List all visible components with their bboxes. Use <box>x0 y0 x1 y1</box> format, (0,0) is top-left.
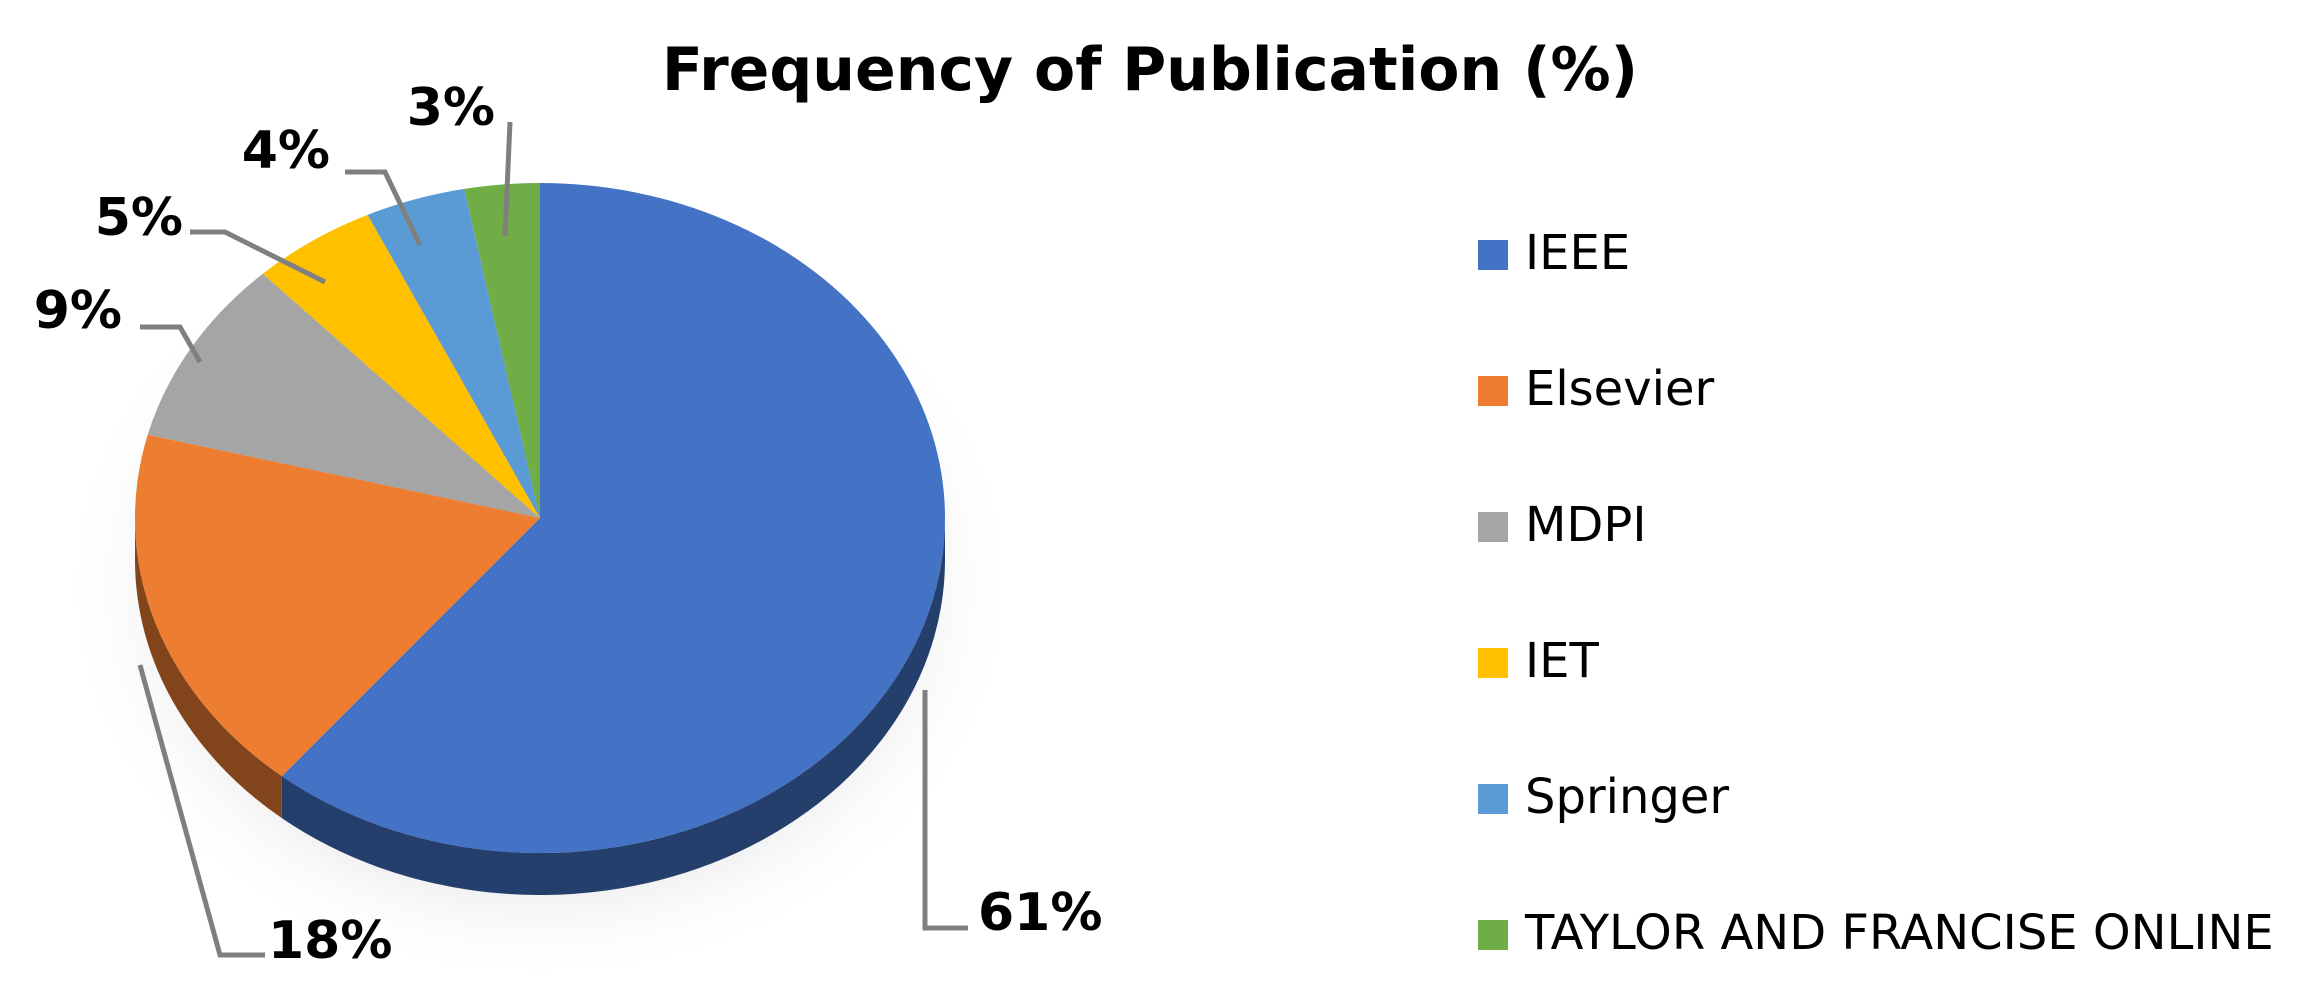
leader-lines <box>137 121 968 958</box>
leader-line-taylor-and-francise-online <box>502 121 513 237</box>
pie-slice-mdpi <box>147 273 540 518</box>
leader-line-springer <box>345 169 423 247</box>
pie-slice-springer <box>367 188 540 518</box>
legend-swatch-springer <box>1478 784 1508 814</box>
legend-swatch-ieee <box>1478 240 1508 270</box>
legend-swatch-iet <box>1478 648 1508 678</box>
data-label-ieee: 61% <box>978 883 1102 943</box>
legend-swatch-taylor-and-francise-online <box>1478 920 1508 950</box>
leader-line-mdpi <box>140 324 203 364</box>
data-labels: 61% 18% 9% 5% 4% 3% <box>34 78 1103 971</box>
data-label-taylor-and-francise-online: 3% <box>407 78 495 138</box>
pie-slice-elsevier <box>134 434 541 777</box>
leader-line-elsevier <box>137 664 265 958</box>
pie-slice-taylor-and-francise-online <box>464 183 540 518</box>
pie-sides <box>135 518 946 896</box>
legend-label-taylor-and-francise-online: TAYLOR AND FRANCISE ONLINE <box>1524 905 2274 961</box>
data-label-elsevier: 18% <box>268 911 392 971</box>
chart-title: Frequency of Publication (%) <box>662 35 1638 105</box>
legend-swatch-mdpi <box>1478 512 1508 542</box>
legend-label-ieee: IEEE <box>1525 225 1630 281</box>
data-label-springer: 4% <box>242 121 330 181</box>
pie-side-elsevier <box>135 518 282 819</box>
data-label-mdpi: 9% <box>34 281 122 341</box>
pie-side-ieee <box>281 518 946 896</box>
legend: IEEE Elsevier MDPI IET Springer TAYLOR AND FR… <box>1478 225 2274 961</box>
legend-label-mdpi: MDPI <box>1525 497 1646 553</box>
data-label-iet: 5% <box>95 188 183 248</box>
legend-swatch-elsevier <box>1478 376 1508 406</box>
leader-line-iet <box>190 229 327 285</box>
pie-slice-ieee <box>281 183 946 854</box>
pie-slices <box>134 183 946 854</box>
legend-label-elsevier: Elsevier <box>1525 361 1714 417</box>
legend-label-springer: Springer <box>1525 769 1729 825</box>
leader-line-ieee <box>922 690 968 931</box>
legend-label-iet: IET <box>1525 633 1599 689</box>
pie-slice-iet <box>262 214 540 518</box>
